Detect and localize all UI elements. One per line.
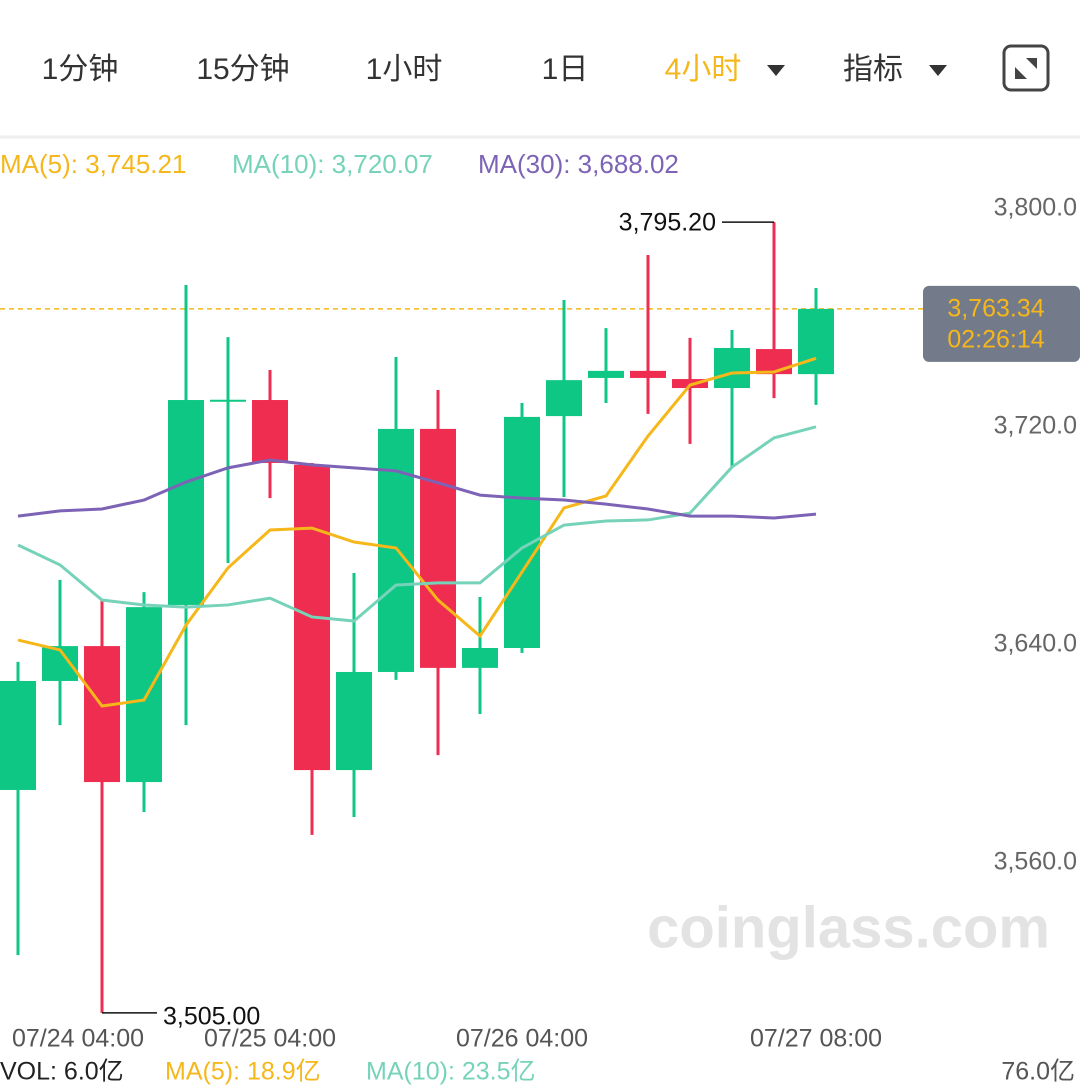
candle-body xyxy=(630,370,666,378)
ma-line xyxy=(17,458,817,520)
annotation-label: 3,795.20 xyxy=(619,209,716,237)
candle-body xyxy=(462,647,498,668)
candle-body xyxy=(588,370,624,378)
candle-body xyxy=(714,347,750,389)
legend-entry: MA(30): 3,688.02 xyxy=(478,149,679,179)
x-tick-label: 07/27 08:00 xyxy=(750,1025,882,1053)
candle-body xyxy=(798,308,834,375)
current-price-box xyxy=(923,285,1080,362)
candle-body xyxy=(0,680,36,790)
candle-body xyxy=(210,399,246,402)
volume-legend-entry: MA(5): 18.9亿 xyxy=(165,1058,321,1086)
x-tick-label: 07/24 04:00 xyxy=(12,1025,144,1053)
plot-area: coinglass.com 3,800.0 3,720.0 3,640.0 3,560.… xyxy=(0,149,1080,1086)
timeframe-tab[interactable]: 15分钟 xyxy=(196,53,289,86)
timeframe-tab[interactable]: 指标 xyxy=(843,53,903,86)
legend-entry: MA(10): 3,720.07 xyxy=(232,149,433,179)
candle-body xyxy=(504,416,540,648)
candle-body xyxy=(168,400,204,605)
volume-axis-label: 76.0亿 xyxy=(1001,1058,1075,1086)
fullscreen-button[interactable] xyxy=(1002,44,1050,92)
y-tick-label: 3,720.0 xyxy=(994,412,1077,440)
candle-body xyxy=(252,400,288,463)
timeframe-tab[interactable]: 1分钟 xyxy=(42,53,119,86)
candle-body xyxy=(756,349,792,375)
y-tick-label: 3,800.0 xyxy=(994,194,1077,222)
candle-body xyxy=(378,428,414,672)
dropdown-arrow[interactable] xyxy=(767,65,785,76)
legend-entry: MA(5): 3,745.21 xyxy=(0,149,186,179)
y-tick-label: 3,560.0 xyxy=(994,848,1077,876)
candle-body xyxy=(420,428,456,668)
ma-line xyxy=(17,356,817,708)
countdown-label: 02:26:14 xyxy=(947,326,1044,354)
x-tick-label: 07/26 04:00 xyxy=(456,1025,588,1053)
timeframe-tab[interactable]: 1日 xyxy=(542,53,589,86)
volume-legend-entry: VOL: 6.0亿 xyxy=(0,1058,124,1086)
toolbar: 1分钟 15分钟 1小时 1日 4小时 指标 xyxy=(0,44,1080,139)
timeframe-tab[interactable]: 1小时 xyxy=(366,53,443,86)
y-tick-label: 3,640.0 xyxy=(994,630,1077,658)
current-price-label: 3,763.34 xyxy=(947,295,1044,323)
candle-body xyxy=(126,607,162,783)
timeframe-tab[interactable]: 4小时 xyxy=(665,53,742,86)
watermark: coinglass.com xyxy=(647,895,1050,960)
candle-body xyxy=(84,646,120,783)
dropdown-arrow[interactable] xyxy=(929,65,947,76)
candle-body xyxy=(336,671,372,771)
candle-body xyxy=(546,380,582,417)
x-tick-label: 07/25 04:00 xyxy=(204,1025,336,1053)
volume-legend-entry: MA(10): 23.5亿 xyxy=(366,1058,536,1086)
annotation-label: 3,505.00 xyxy=(163,1002,260,1030)
